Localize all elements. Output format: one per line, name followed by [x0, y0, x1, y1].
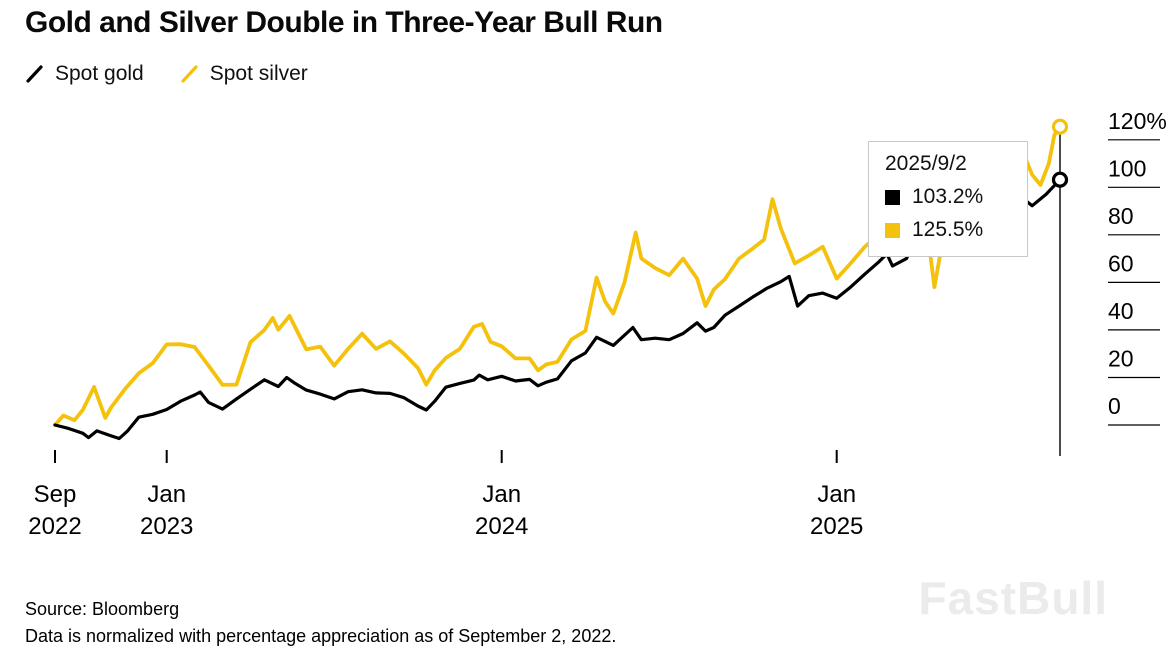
- legend-item-spot-gold[interactable]: Spot gold: [25, 62, 144, 86]
- x-tick-label-year: 2024: [475, 513, 528, 540]
- x-tick-label-month: Jan: [147, 481, 186, 508]
- gold-slash-icon: [26, 65, 43, 83]
- silver-swatch-icon: [885, 222, 900, 238]
- legend-label-spot-gold: Spot gold: [55, 62, 144, 85]
- legend: Spot gold Spot silver: [25, 62, 308, 86]
- y-tick-label: 80: [1108, 203, 1134, 229]
- tooltip-row-silver: 125.5%: [885, 218, 1011, 242]
- footnote-text: Data is normalized with percentage appre…: [25, 626, 617, 646]
- x-tick-label-month: Jan: [817, 481, 856, 508]
- x-tick-label-year: 2022: [28, 513, 81, 540]
- tooltip-row-gold: 103.2%: [885, 185, 1011, 209]
- x-tick-label-year: 2023: [140, 513, 193, 540]
- x-tick-label-month: Sep: [34, 481, 77, 508]
- x-tick-label-year: 2025: [810, 513, 863, 540]
- spot-gold-end-marker: [1051, 171, 1069, 188]
- y-tick-label: 100: [1108, 155, 1146, 181]
- silver-slash-icon: [181, 65, 198, 83]
- chart-tooltip: 2025/9/2 103.2% 125.5%: [868, 141, 1028, 257]
- gold-swatch-icon: [885, 189, 900, 205]
- spot-gold-line: [53, 176, 1062, 441]
- legend-item-spot-silver[interactable]: Spot silver: [180, 62, 308, 86]
- tooltip-gold-value: 103.2%: [912, 185, 984, 208]
- y-tick-label: 0: [1108, 393, 1121, 419]
- y-tick-label: 120%: [1108, 108, 1167, 134]
- x-tick-label-month: Jan: [482, 481, 521, 508]
- tooltip-silver-value: 125.5%: [912, 218, 984, 241]
- y-tick-label: 20: [1108, 346, 1134, 372]
- chart-title: Gold and Silver Double in Three-Year Bul…: [25, 6, 663, 39]
- watermark: FastBull: [918, 572, 1108, 624]
- tooltip-date: 2025/9/2: [885, 152, 967, 175]
- source-text: Source: Bloomberg: [25, 599, 180, 619]
- legend-label-spot-silver: Spot silver: [209, 62, 308, 85]
- spot-silver-end-marker: [1051, 118, 1069, 135]
- y-tick-label: 60: [1108, 250, 1134, 276]
- y-tick-label: 40: [1108, 298, 1134, 324]
